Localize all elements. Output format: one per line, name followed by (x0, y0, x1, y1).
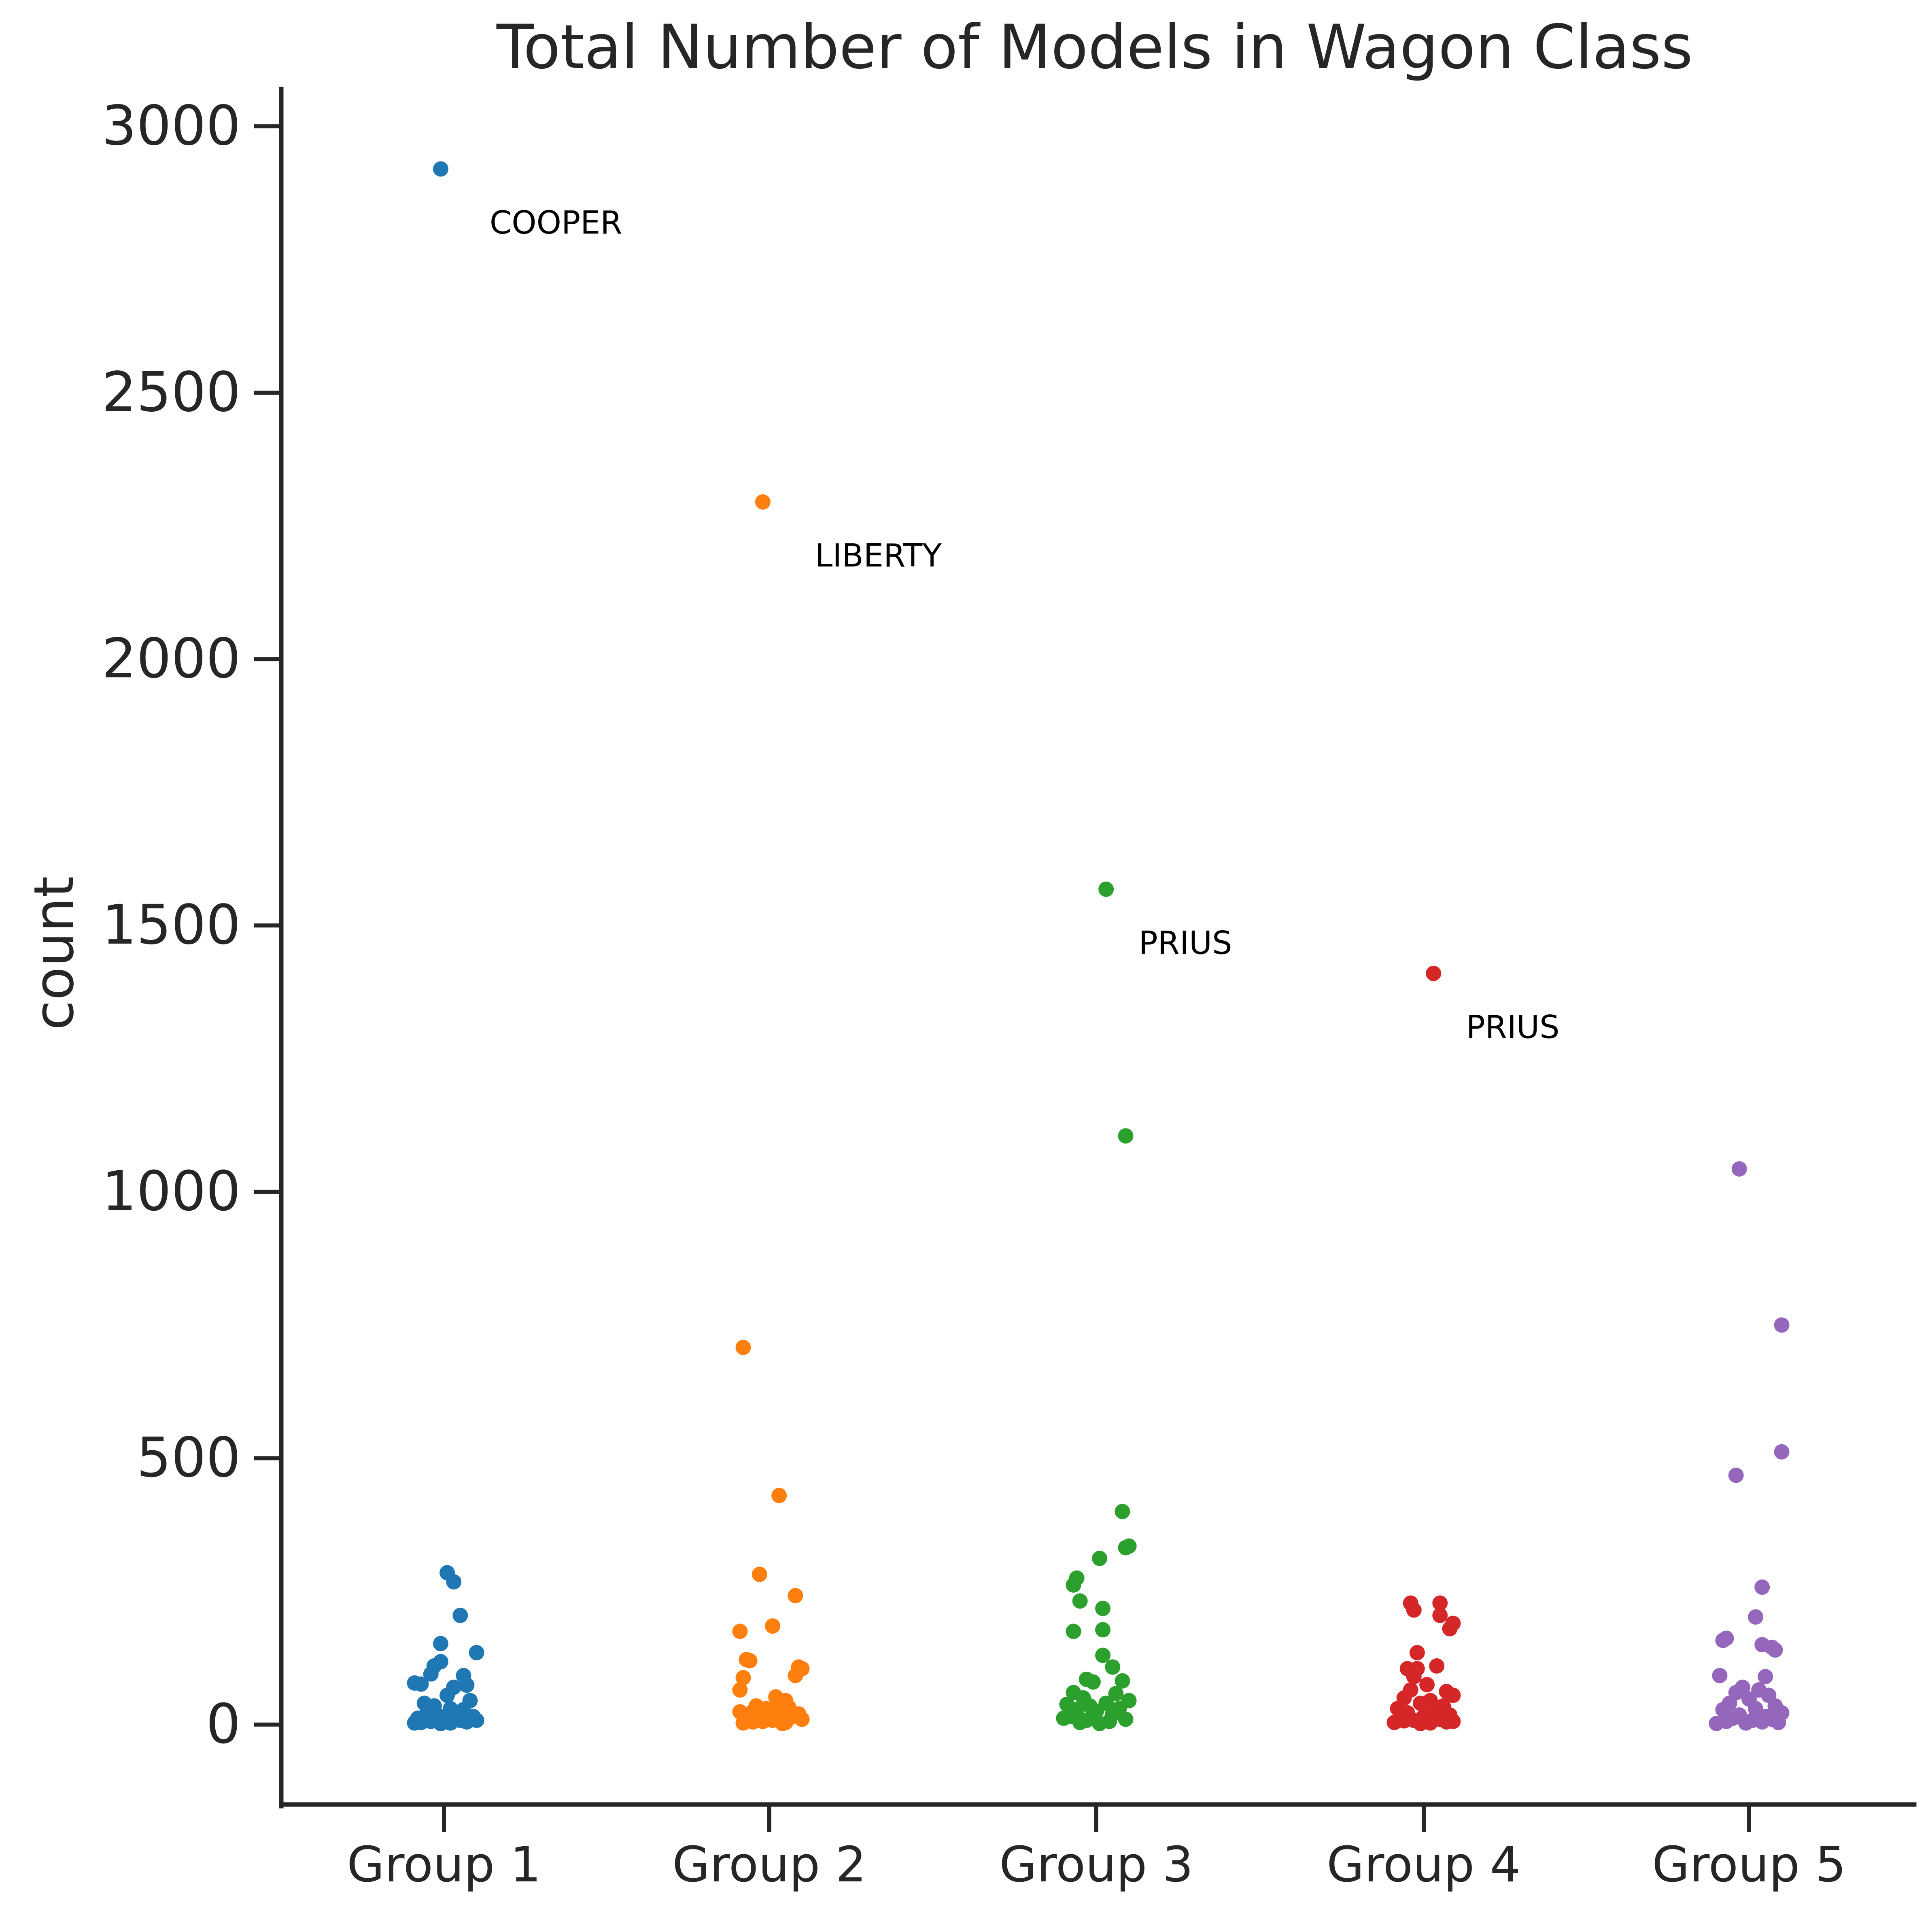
y-tick-label: 1000 (102, 1159, 241, 1223)
data-point (1432, 1595, 1448, 1611)
data-point (1758, 1669, 1773, 1685)
data-point (423, 1666, 439, 1682)
data-point (1738, 1715, 1754, 1731)
data-point (1767, 1642, 1783, 1658)
data-point (1754, 1714, 1770, 1730)
data-point (1072, 1715, 1088, 1730)
data-point (1774, 1444, 1790, 1460)
data-point (752, 1566, 767, 1582)
data-point (1771, 1715, 1786, 1730)
point-annotation: PRIUS (1139, 925, 1232, 961)
data-point (1115, 1504, 1130, 1520)
data-point (1439, 1714, 1454, 1730)
data-point (1715, 1632, 1731, 1648)
data-point (1066, 1624, 1081, 1639)
data-point (469, 1713, 484, 1728)
data-point (745, 1714, 761, 1730)
data-point (788, 1668, 803, 1683)
y-tick-label: 3000 (102, 94, 241, 157)
data-point (788, 1588, 803, 1604)
data-point (1728, 1467, 1744, 1483)
data-point (1095, 1600, 1111, 1616)
data-point (1085, 1674, 1101, 1690)
data-point (449, 1710, 465, 1726)
data-point (1056, 1710, 1072, 1726)
x-tick-label: Group 4 (1327, 1837, 1521, 1893)
data-point (1095, 1622, 1111, 1638)
x-tick-label: Group 5 (1652, 1837, 1846, 1893)
data-point (1731, 1161, 1747, 1177)
chart-title: Total Number of Models in Wagon Class (496, 12, 1693, 83)
data-point (1066, 1577, 1081, 1593)
y-tick-label: 2500 (102, 360, 241, 424)
data-point (1412, 1715, 1428, 1731)
data-point (1442, 1621, 1458, 1637)
data-point (1709, 1715, 1724, 1731)
y-tick-label: 0 (206, 1692, 241, 1756)
data-point (459, 1677, 475, 1693)
data-point (407, 1715, 422, 1731)
data-point (1118, 1540, 1134, 1556)
data-point (1072, 1593, 1088, 1609)
data-point (1754, 1579, 1770, 1595)
data-point (742, 1653, 758, 1668)
x-tick-label: Group 2 (672, 1837, 866, 1893)
data-point (1409, 1645, 1425, 1660)
y-tick-label: 500 (136, 1426, 241, 1490)
data-point (1406, 1602, 1422, 1618)
y-tick-label: 1500 (102, 893, 241, 956)
point-annotation: COOPER (490, 205, 622, 241)
data-point (1748, 1609, 1764, 1625)
data-point (1712, 1668, 1728, 1683)
data-point (735, 1670, 751, 1685)
data-point (1432, 1607, 1448, 1623)
data-point (1095, 1647, 1111, 1663)
data-point (1406, 1669, 1422, 1685)
data-point (452, 1607, 468, 1623)
data-point (794, 1711, 810, 1727)
data-point (1774, 1317, 1790, 1333)
data-point (446, 1574, 462, 1590)
data-point (1426, 965, 1442, 981)
y-tick-label: 2000 (102, 627, 241, 690)
data-point (771, 1488, 787, 1503)
point-annotation: LIBERTY (815, 538, 942, 574)
point-annotation: PRIUS (1466, 1009, 1560, 1046)
data-point (413, 1676, 429, 1692)
data-point (1089, 1703, 1104, 1719)
x-tick-label: Group 1 (347, 1837, 541, 1893)
data-point (775, 1715, 790, 1731)
annotations: COOPER LIBERTY PRIUS PRIUS (490, 205, 1560, 1046)
data-point (1105, 1659, 1121, 1675)
data-point (755, 494, 771, 510)
data-point (433, 161, 448, 177)
data-point (1092, 1550, 1108, 1566)
data-point (439, 1688, 455, 1703)
data-points (407, 161, 1790, 1731)
data-point (1412, 1695, 1428, 1711)
data-point (732, 1624, 748, 1639)
data-point (433, 1636, 448, 1651)
tick-marks: 0 500 1000 1500 2000 2500 3000 Group 1 Group 2 Gr… (102, 94, 1846, 1893)
data-point (1115, 1673, 1130, 1689)
data-point (1118, 1128, 1134, 1144)
data-point (1429, 1658, 1445, 1674)
data-point (469, 1645, 484, 1660)
data-point (735, 1339, 751, 1355)
data-point (433, 1715, 448, 1731)
data-point (1419, 1677, 1435, 1692)
data-point (732, 1682, 748, 1698)
data-point (1118, 1711, 1134, 1727)
data-point (1108, 1686, 1124, 1702)
x-tick-label: Group 3 (999, 1837, 1193, 1893)
data-point (1396, 1713, 1412, 1729)
y-axis-label: count (22, 876, 86, 1031)
data-point (1098, 881, 1114, 897)
data-point (1092, 1715, 1108, 1731)
data-point (765, 1618, 781, 1634)
data-point (1445, 1688, 1461, 1703)
